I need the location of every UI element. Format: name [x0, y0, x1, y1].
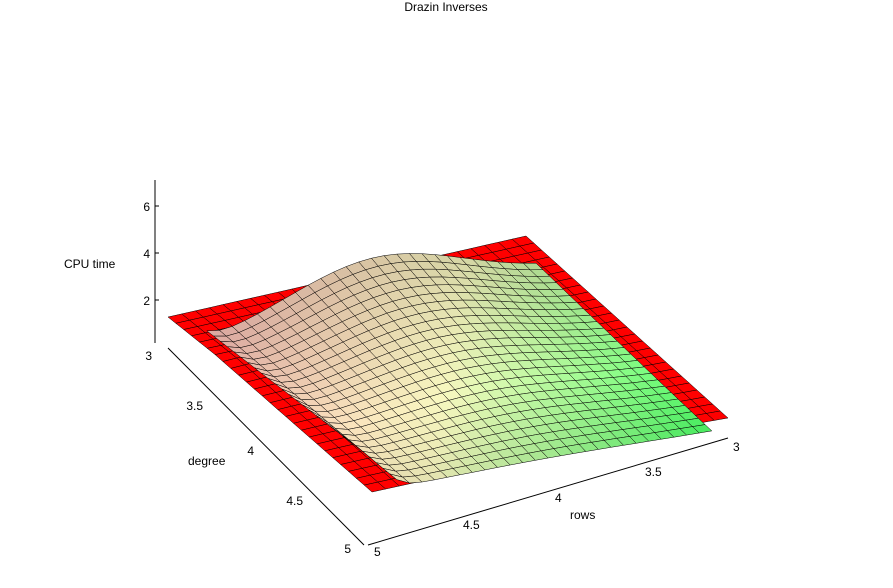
surfaces — [167, 235, 729, 493]
z-tick-label: 2 — [143, 294, 150, 308]
rows-tick-label: 5 — [374, 545, 381, 559]
degree-tick-label: 4 — [247, 444, 254, 458]
degree-tick-label: 3.5 — [186, 399, 203, 413]
degree-axis-label: degree — [188, 454, 226, 468]
rows-tick-label: 4 — [555, 491, 562, 505]
surface-gradient-cell — [691, 424, 713, 434]
rows-axis: 5 4.5 4 3.5 3 rows — [367, 437, 740, 559]
rows-tick-label: 4.5 — [463, 518, 480, 532]
rows-tick-label: 3.5 — [645, 465, 662, 479]
rows-tick-label: 3 — [733, 440, 740, 454]
z-tick-label: 6 — [143, 200, 150, 214]
surface-red-cell — [705, 410, 729, 421]
degree-axis: 3 3.5 4 4.5 5 degree — [145, 347, 365, 556]
z-tick-label: 4 — [143, 247, 150, 261]
rows-axis-label: rows — [570, 508, 595, 522]
degree-tick-label: 5 — [344, 542, 351, 556]
degree-tick-label: 3 — [145, 349, 152, 363]
degree-tick-label: 4.5 — [286, 494, 303, 508]
z-axis-label: CPU time — [64, 257, 116, 271]
chart-title: Drazin Inverses — [404, 0, 487, 14]
z-axis: 6 4 2 CPU time — [64, 180, 159, 343]
